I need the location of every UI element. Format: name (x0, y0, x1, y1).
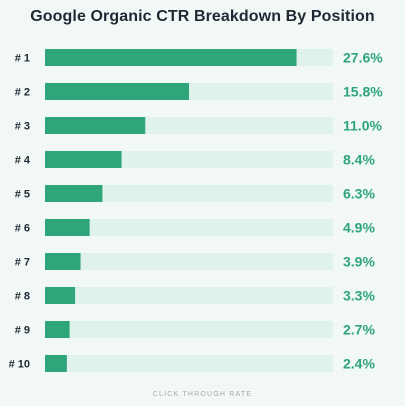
position-label: # 8 (15, 291, 30, 303)
ctr-value-label: 4.9% (343, 220, 375, 236)
ctr-value-label: 3.9% (343, 254, 375, 270)
ctr-value-label: 6.3% (343, 186, 375, 202)
ctr-value-label: 2.4% (343, 356, 375, 372)
ctr-bar (45, 151, 122, 168)
ctr-value-label: 27.6% (343, 50, 383, 66)
position-label: # 4 (15, 155, 31, 167)
ctr-value-label: 2.7% (343, 322, 375, 338)
ctr-value-label: 11.0% (343, 118, 382, 134)
ctr-bar (45, 117, 146, 134)
bar-track (45, 253, 333, 270)
ctr-bar (45, 287, 76, 304)
position-label: # 1 (15, 53, 30, 65)
ctr-bar (45, 83, 189, 100)
ctr-value-label: 3.3% (343, 288, 375, 304)
position-label: # 5 (15, 189, 30, 201)
bar-track (45, 321, 333, 338)
chart-title: Google Organic CTR Breakdown By Position (30, 8, 375, 25)
ctr-value-label: 8.4% (343, 152, 375, 168)
position-label: # 2 (15, 87, 30, 99)
ctr-bar (45, 185, 103, 202)
ctr-bar (45, 219, 90, 236)
position-label: # 10 (9, 359, 30, 371)
ctr-bar (45, 253, 81, 270)
bar-track (45, 355, 333, 372)
position-label: # 6 (15, 223, 30, 235)
x-axis-label: CLICK THROUGH RATE (152, 391, 253, 398)
ctr-bar (45, 355, 67, 372)
ctr-bar (45, 321, 70, 338)
bar-track (45, 287, 333, 304)
position-label: # 3 (15, 121, 30, 133)
position-label: # 9 (15, 325, 30, 337)
bar-track (45, 185, 333, 202)
bar-track (45, 219, 333, 236)
ctr-value-label: 15.8% (343, 84, 383, 100)
position-label: # 7 (15, 257, 30, 269)
ctr-bar (45, 49, 297, 66)
